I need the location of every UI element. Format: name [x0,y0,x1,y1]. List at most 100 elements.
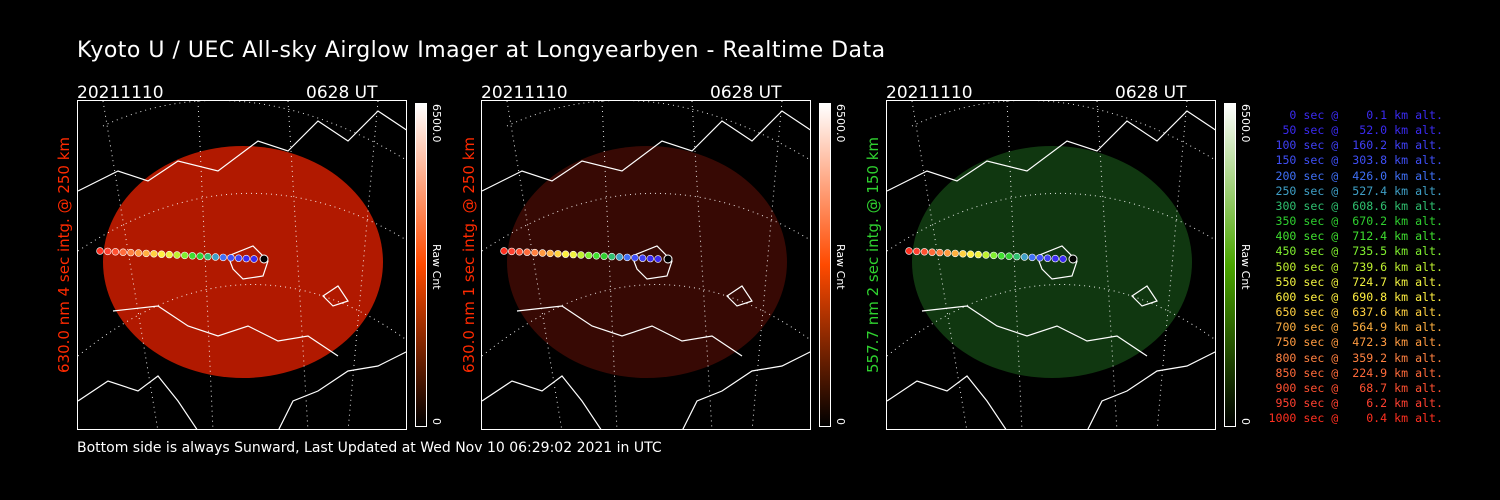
grid-line [1096,101,1118,429]
trajectory-point [104,247,112,256]
trajectory-point [638,254,647,262]
trajectory-point [989,251,998,260]
trajectory-legend: 0 sec @ 0.1 km alt. 50 sec @ 52.0 km alt… [1243,108,1443,426]
trajectory-point [959,250,967,258]
grid-line [78,193,406,252]
trajectory-legend-row: 450 sec @ 735.5 km alt. [1268,244,1443,259]
trajectory-point [134,249,143,257]
trajectory-point [211,253,220,261]
coastline-segment [516,305,743,357]
trajectory-point [119,248,127,256]
coastline-segment [1036,245,1078,280]
trajectory-legend-row: 650 sec @ 637.6 km alt. [1268,305,1443,320]
trajectory-point [1028,253,1036,262]
trajectory-point [188,252,197,260]
trajectory-point [1013,252,1021,261]
coastline-segment [726,285,753,307]
trajectory-point [646,254,655,263]
trajectory-point [538,249,547,257]
trajectory-legend-row: 600 sec @ 690.8 km alt. [1268,289,1443,304]
coastline-segment [682,351,810,429]
coastline-segment [78,375,198,429]
page-title: Kyoto U / UEC All-sky Airglow Imager at … [77,38,886,63]
trajectory-point [554,250,562,258]
panel-2-image [481,100,811,430]
panel-2-scale-max: 6500.0 [834,104,847,143]
trajectory-point [150,250,158,258]
trajectory-point [631,254,639,262]
launch-site-marker [259,254,269,264]
trajectory-point [982,251,990,259]
trajectory-legend-row: 900 sec @ 68.7 km alt. [1268,380,1443,395]
trajectory-point [111,248,120,256]
trajectory-legend-row: 200 sec @ 426.0 km alt. [1268,168,1443,183]
panel-3-colorbar [1224,103,1236,427]
trajectory-point [180,251,189,260]
grid-line [506,101,563,429]
trajectory-point [1043,254,1052,262]
trajectory-point [165,250,174,259]
grid-line [887,193,1215,252]
coastline-segment [1131,285,1158,307]
trajectory-point [584,251,593,260]
grid-line [751,101,783,429]
trajectory-point [234,254,243,262]
trajectory-legend-row: 0 sec @ 0.1 km alt. [1268,108,1443,122]
trajectory-point [1036,254,1044,262]
trajectory-point [623,253,631,262]
trajectory-point [936,248,944,257]
panel-2-colorbar [819,103,831,427]
trajectory-legend-row: 500 sec @ 739.6 km alt. [1268,259,1443,274]
panel-1-label: 630.0 nm 4 sec intg. @ 250 km [55,136,73,373]
grid-line [197,101,214,429]
trajectory-legend-row: 850 sec @ 224.9 km alt. [1268,365,1443,380]
trajectory-point [204,252,212,261]
trajectory-legend-row: 800 sec @ 359.2 km alt. [1268,350,1443,365]
trajectory-point [913,247,921,256]
trajectory-point [1005,252,1013,260]
grid-line [911,101,968,429]
trajectory-point [1051,254,1060,263]
panel-1-scale-max: 6500.0 [430,104,443,143]
panel-3-date: 20211110 [886,83,973,103]
trajectory-point [196,252,204,260]
trajectory-legend-row: 950 sec @ 6.2 km alt. [1268,395,1443,410]
coastline-segment [278,351,406,429]
grid-line [601,101,618,429]
trajectory-point [928,248,936,256]
airglow-field [507,146,787,378]
trajectory-point [250,255,258,263]
panel-1-date: 20211110 [77,83,164,103]
trajectory-point [974,250,983,259]
grid-line [911,101,1215,161]
panel-2-time: 0628 UT [710,83,782,103]
grid-line [1006,101,1023,429]
launch-site-marker [663,254,673,264]
trajectory-point [592,252,601,260]
airglow-field [912,146,1192,378]
trajectory-legend-row: 100 sec @ 160.2 km alt. [1268,138,1443,153]
panel-1-scale-unit: Raw Cnt [430,244,443,290]
trajectory-legend-row: 700 sec @ 564.9 km alt. [1268,320,1443,335]
panel-1-colorbar [415,103,427,427]
trajectory-point [951,249,959,258]
trajectory-point [966,250,975,258]
trajectory-legend-row: 350 sec @ 670.2 km alt. [1268,214,1443,229]
panel-3-image [886,100,1216,430]
coastline-segment [631,245,673,280]
trajectory-legend-row: 750 sec @ 472.3 km alt. [1268,335,1443,350]
trajectory-point [523,248,531,256]
coastline-segment [887,375,1007,429]
grid-line [506,101,810,161]
trajectory-legend-row: 300 sec @ 608.6 km alt. [1268,198,1443,213]
trajectory-point [615,253,624,261]
trajectory-legend-row: 400 sec @ 712.4 km alt. [1268,229,1443,244]
trajectory-point [997,252,1006,260]
trajectory-legend-row: 150 sec @ 303.8 km alt. [1268,153,1443,168]
trajectory-point [1020,253,1029,261]
panel-1-image [77,100,407,430]
footer-status: Bottom side is always Sunward, Last Upda… [77,440,662,456]
trajectory-point [173,251,181,259]
grid-line [1156,101,1188,429]
trajectory-point [905,247,913,255]
